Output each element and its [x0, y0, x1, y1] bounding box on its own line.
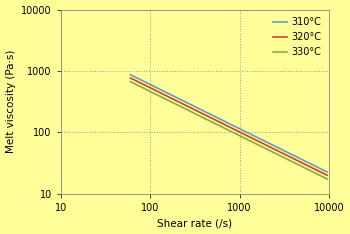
330°C — [308, 169, 313, 172]
320°C — [136, 80, 140, 83]
Line: 310°C: 310°C — [130, 75, 327, 172]
320°C — [325, 174, 329, 177]
320°C — [165, 95, 169, 97]
330°C — [165, 98, 169, 101]
330°C — [140, 86, 144, 89]
310°C — [308, 162, 313, 165]
320°C — [140, 82, 144, 85]
Line: 320°C: 320°C — [130, 78, 327, 175]
310°C — [315, 166, 319, 168]
320°C — [315, 169, 319, 172]
330°C — [128, 80, 132, 83]
310°C — [136, 77, 140, 80]
310°C — [165, 91, 169, 94]
310°C — [128, 73, 132, 76]
310°C — [181, 99, 185, 102]
320°C — [128, 77, 132, 79]
Legend: 310°C, 320°C, 330°C: 310°C, 320°C, 330°C — [270, 15, 324, 60]
330°C — [136, 84, 140, 87]
Y-axis label: Melt viscosity (Pa·s): Melt viscosity (Pa·s) — [6, 50, 15, 154]
330°C — [315, 173, 319, 176]
320°C — [181, 102, 185, 105]
330°C — [325, 178, 329, 180]
310°C — [325, 171, 329, 173]
X-axis label: Shear rate (/s): Shear rate (/s) — [158, 219, 232, 228]
320°C — [308, 165, 313, 168]
310°C — [140, 79, 144, 82]
Line: 330°C: 330°C — [130, 82, 327, 179]
330°C — [181, 106, 185, 109]
